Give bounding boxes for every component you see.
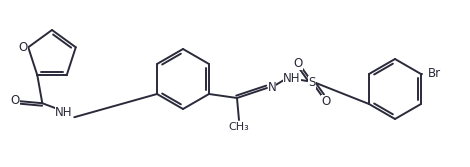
Text: NH: NH <box>283 71 301 85</box>
Text: NH: NH <box>55 106 72 119</box>
Text: N: N <box>267 80 276 94</box>
Text: S: S <box>308 75 316 89</box>
Text: O: O <box>321 95 330 108</box>
Text: O: O <box>19 41 28 54</box>
Text: Br: Br <box>427 66 440 79</box>
Text: O: O <box>293 56 303 69</box>
Text: CH₃: CH₃ <box>228 122 250 132</box>
Text: O: O <box>11 94 20 107</box>
